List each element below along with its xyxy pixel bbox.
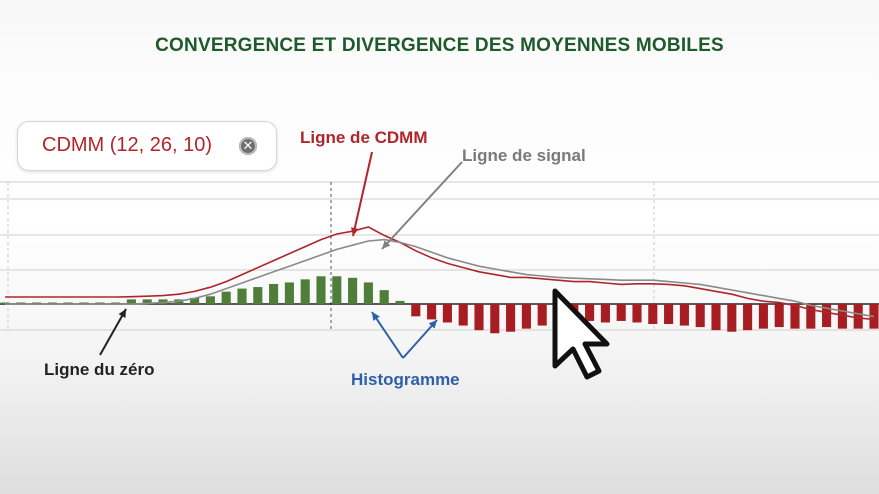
- histogram-bar: [332, 276, 342, 304]
- histogram-bar: [632, 304, 642, 323]
- histogram-bar: [774, 304, 784, 328]
- histogram-bar: [126, 299, 136, 304]
- histogram-bar: [600, 304, 610, 323]
- signal-arrow: [381, 161, 463, 250]
- histogram-bar: [190, 297, 200, 304]
- histogram-bar: [664, 304, 674, 325]
- signal-arrow-head: [382, 240, 391, 249]
- histogram-bar: [474, 304, 484, 331]
- histogram-bar: [822, 304, 832, 328]
- histogram-bar: [727, 304, 737, 332]
- close-icon[interactable]: ✕: [239, 137, 257, 155]
- series-lines: [5, 226, 875, 321]
- histogram-bar: [379, 290, 389, 304]
- indicator-chip[interactable]: CDMM (12, 26, 10) ✕: [17, 121, 277, 171]
- histogram-bar: [142, 299, 152, 304]
- chart-title: CONVERGENCE ET DIVERGENCE DES MOYENNES M…: [155, 35, 724, 56]
- histogram-bar: [758, 304, 768, 329]
- histogram-bar: [221, 291, 231, 304]
- histogram-bar: [853, 304, 863, 329]
- zero-arrow: [99, 308, 127, 356]
- annotation-arrows: [99, 151, 463, 359]
- histogram-bar: [158, 299, 168, 304]
- histogram-bar: [442, 304, 452, 323]
- histogram-bar: [411, 304, 421, 317]
- macd-arrow: [352, 151, 373, 237]
- mouse-pointer-icon: [552, 288, 610, 380]
- histogram-bar: [648, 304, 658, 325]
- histogram-bar: [363, 282, 373, 304]
- histogram-bar: [205, 296, 215, 304]
- histogram-arrow-right: [402, 319, 438, 359]
- histogram-bar: [506, 304, 516, 332]
- histogram-label: Histogramme: [351, 370, 460, 389]
- histogram-bar: [837, 304, 847, 329]
- histogram-bar: [269, 283, 279, 304]
- histogram-bar: [395, 300, 405, 304]
- histogram-bar: [711, 304, 721, 331]
- signal-line: [5, 238, 875, 318]
- macd-line-label: Ligne de CDMM: [300, 128, 428, 147]
- histogram-bar: [695, 304, 705, 328]
- macd-arrow-head: [350, 227, 359, 236]
- histogram-bar: [521, 304, 531, 329]
- histogram-bar: [300, 279, 310, 304]
- zero-line-label: Ligne du zéro: [44, 360, 155, 379]
- histogram-bar: [790, 304, 800, 329]
- histogram-arrow-left: [371, 311, 404, 359]
- histogram-bar: [743, 304, 753, 331]
- indicator-label: CDMM (12, 26, 10): [42, 134, 213, 156]
- histogram-bar: [237, 288, 247, 304]
- macd-line: [5, 226, 875, 321]
- signal-line-label: Ligne de signal: [462, 146, 586, 165]
- histogram-arrow-left-head: [372, 312, 380, 321]
- histogram-arrow-right-head: [428, 320, 437, 329]
- zero-arrow-head: [118, 309, 126, 318]
- histogram-bar: [806, 304, 816, 329]
- histogram-bar: [253, 287, 263, 304]
- histogram-bar: [679, 304, 689, 326]
- histogram-bar: [537, 304, 547, 326]
- histogram-bar: [616, 304, 626, 321]
- histogram-bar: [427, 304, 437, 320]
- histogram-bar: [490, 304, 500, 334]
- histogram-bar: [585, 304, 595, 321]
- histogram-bar: [316, 276, 326, 304]
- histogram-bar: [348, 277, 358, 304]
- histogram-bar: [284, 282, 294, 304]
- histogram-bar: [458, 304, 468, 326]
